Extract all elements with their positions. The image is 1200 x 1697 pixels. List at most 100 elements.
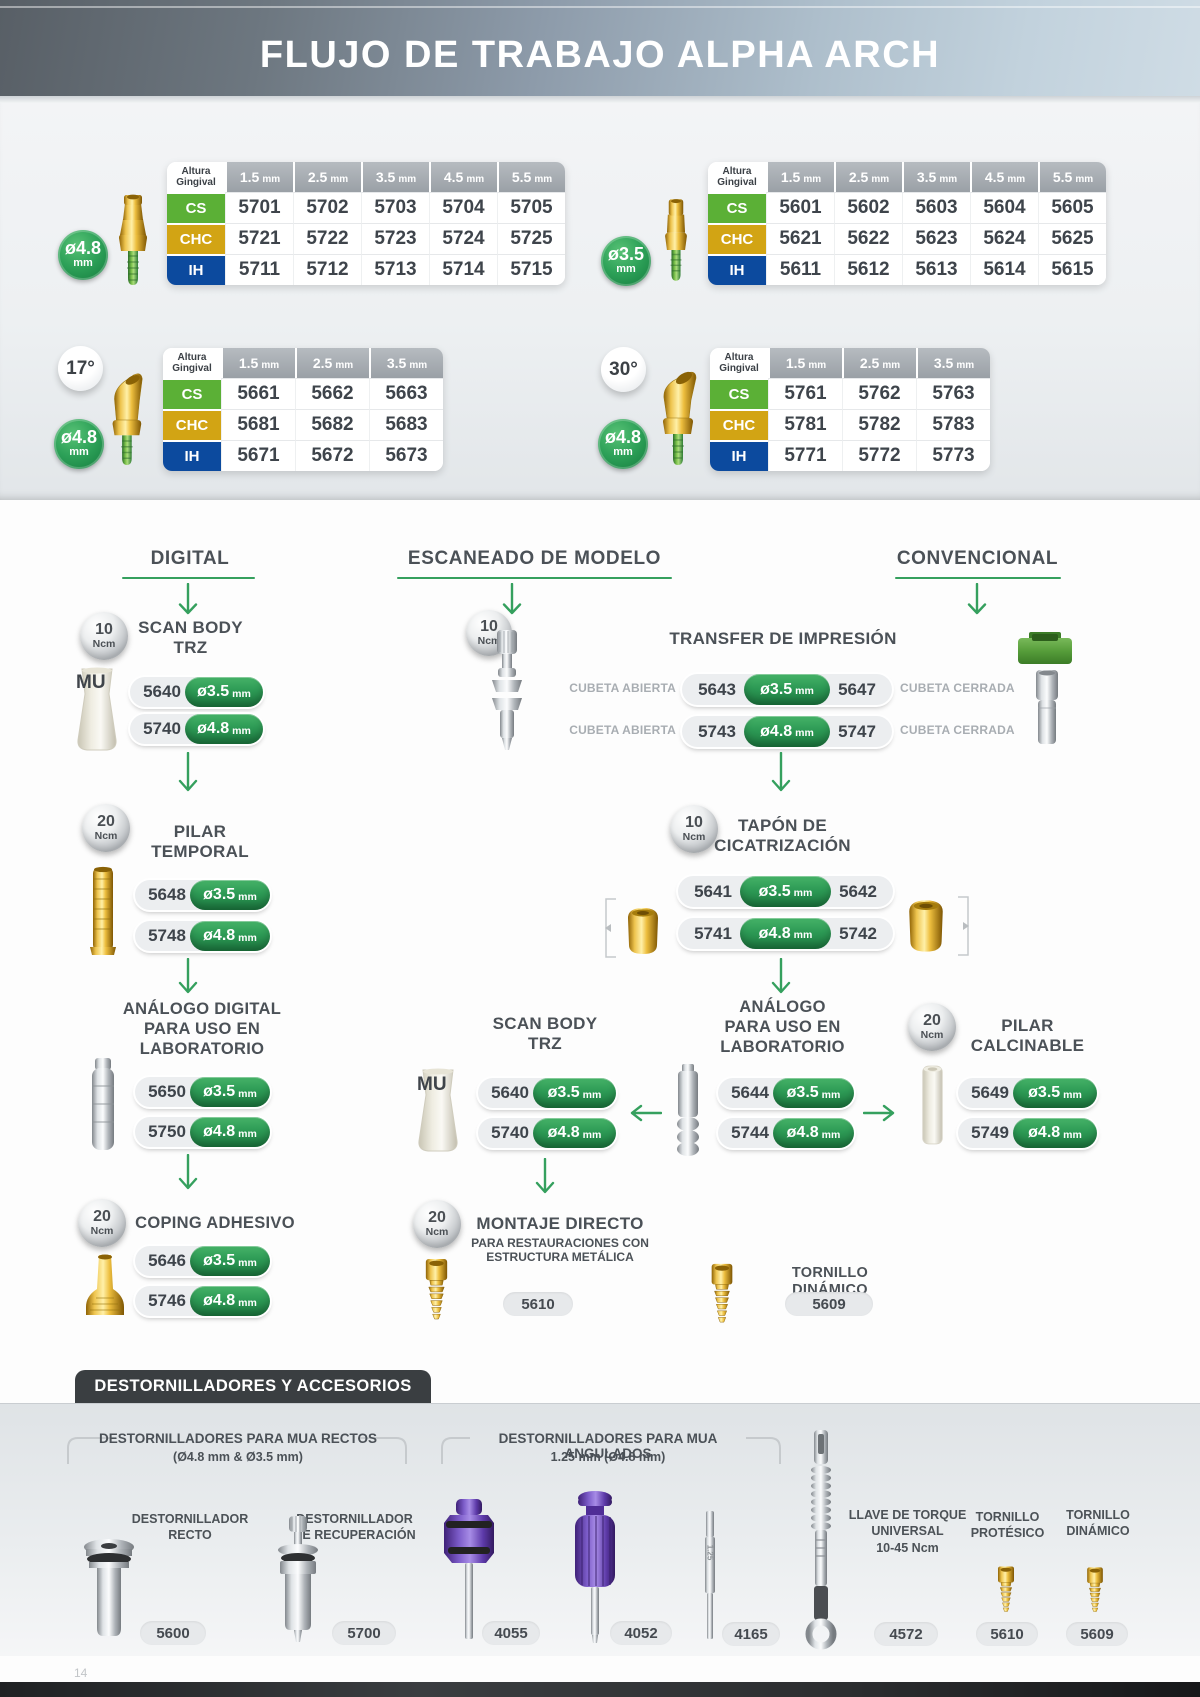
castable-abutment-icon — [922, 1065, 943, 1145]
montaje-subtitle: PARA RESTAURACIONES CON ESTRUCTURA METÁL… — [471, 1236, 649, 1264]
node-title-scan-body: SCAN BODY TRZ — [138, 618, 243, 658]
tool-name: LLAVE DE TORQUE UNIVERSAL 10-45 Ncm — [848, 1508, 967, 1555]
closed-tray-code: 5747 — [838, 721, 876, 741]
code-cell: 5721 — [225, 223, 293, 254]
code-cell: 5604 — [970, 192, 1038, 223]
diameter-tag: ø3.5 mm — [744, 674, 830, 705]
header: FLUJO DE TRABAJO ALPHA ARCH — [0, 0, 1200, 96]
gingival-height-corner: Altura Gingival — [708, 162, 766, 192]
column-header: 1.5 mm — [768, 348, 842, 378]
open-tray-code: 5743 — [698, 721, 736, 741]
gold-screw-icon — [998, 1566, 1014, 1612]
product-code-chip: 5609 — [1066, 1622, 1128, 1646]
code-cell: 5781 — [768, 409, 842, 440]
row-label: CS — [708, 192, 766, 223]
torque-badge: 20 Ncm — [908, 1003, 956, 1051]
code-cell: 5704 — [429, 192, 497, 223]
code-cell: 5615 — [1038, 254, 1106, 285]
group-angled-title: DESTORNILLADORES PARA MUA ANGULADOS — [498, 1431, 718, 1461]
node-title-coping: COPING ADHESIVO — [135, 1214, 295, 1232]
code-cell: 5661 — [221, 378, 295, 409]
code-cell: 5714 — [429, 254, 497, 285]
code-cell: 5681 — [221, 409, 295, 440]
node-title-analogo-digital: ANÁLOGO DIGITAL PARA USO EN LABORATORIO — [122, 1000, 282, 1058]
flow-arrow-down-icon — [178, 752, 198, 792]
code-cell: 5712 — [293, 254, 361, 285]
diameter-tag: ø4.8 mm — [185, 714, 263, 744]
diameter-tag: ø4.8 mm — [533, 1118, 616, 1148]
diameter-tag: ø4.8 mm — [773, 1118, 854, 1148]
angle-badge: 17° — [58, 346, 103, 391]
code-cell: 5702 — [293, 192, 361, 223]
diameter-tag: ø4.8 mm — [190, 1117, 270, 1147]
temporary-abutment-icon — [90, 866, 116, 955]
straight-abutment-icon — [665, 199, 687, 281]
column-header: 3.5 mm — [361, 162, 429, 192]
dimension-bracket — [958, 896, 969, 956]
branch-line — [397, 577, 672, 579]
transfer-pill: 5643 5647 ø3.5 mm — [682, 674, 892, 705]
column-header: 1.5 mm — [221, 348, 295, 378]
angled-driver-handle-icon — [575, 1491, 615, 1643]
code-cell: 5621 — [766, 223, 834, 254]
code-cell: 5682 — [295, 409, 369, 440]
angled-abutment-icon — [112, 373, 143, 465]
group-straight-title: DESTORNILLADORES PARA MUA RECTOS — [98, 1431, 377, 1446]
column-header: 5.5 mm — [497, 162, 565, 192]
tool-name: TORNILLO PROTÉSICO — [970, 1510, 1045, 1541]
torque-badge: 20 Ncm — [78, 1199, 126, 1247]
code-cell: 5705 — [497, 192, 565, 223]
code-cell: 5713 — [361, 254, 429, 285]
product-code-chip: 5610 — [976, 1622, 1038, 1646]
product-table-straight-35: Altura Gingival 1.5 mm 2.5 mm 3.5 mm 4.5 mm … — [708, 162, 1106, 285]
code-cell: 5605 — [1038, 192, 1106, 223]
node-title-analogo-lab: ANÁLOGO PARA USO EN LABORATORIO — [720, 998, 845, 1056]
gold-screw-icon — [711, 1263, 733, 1323]
product-pill: 5749 ø4.8 mm — [958, 1118, 1097, 1148]
closed-tray-label: CUBETA CERRADA — [900, 723, 1015, 737]
closed-tray-code: 5647 — [838, 679, 876, 699]
product-code: 5740 — [143, 719, 181, 738]
angled-abutment-icon — [663, 371, 697, 465]
node-title-pilar-temporal: PILAR TEMPORAL — [151, 822, 249, 862]
product-code: 5746 — [148, 1291, 186, 1310]
diameter-tag: ø3.5 mm — [773, 1078, 854, 1108]
open-tray-code: 5643 — [698, 679, 736, 699]
code-cell: 5673 — [369, 440, 443, 471]
product-code: 5640 — [143, 682, 181, 701]
transfer-pill: 5743 5747 ø4.8 mm — [682, 716, 892, 747]
product-table-17: Altura Gingival 1.5 mm 2.5 mm 3.5 mm CS 566… — [163, 348, 443, 471]
code-cell: 5773 — [916, 440, 990, 471]
torque-badge: 20 Ncm — [413, 1200, 461, 1248]
node-title-pilar-calcinable: PILAR CALCINABLE — [970, 1016, 1085, 1056]
thin-driver-icon — [705, 1511, 715, 1639]
diameter-tag: ø4.8 mm — [190, 921, 270, 951]
healing-cap-icon — [909, 900, 943, 952]
header-divider — [0, 96, 1200, 103]
product-code-chip: 5609 — [785, 1292, 873, 1316]
diameter-tag: ø4.8 mm — [1013, 1118, 1097, 1148]
open-tray-transfer-icon — [492, 630, 522, 750]
group-angled-subtitle: 1.25 mm (Ø4.8 mm) — [550, 1450, 666, 1464]
product-table-30: Altura Gingival 1.5 mm 2.5 mm 3.5 mm CS 576… — [710, 348, 990, 471]
flow-arrow-down-icon — [967, 583, 987, 615]
torque-wrench-icon — [805, 1430, 837, 1650]
product-code: 5749 — [971, 1123, 1009, 1142]
product-pill: 5746 ø4.8 mm — [135, 1286, 270, 1316]
node-title-montaje: MONTAJE DIRECTO — [476, 1214, 644, 1233]
diameter-tag: ø3.5 mm — [185, 677, 263, 707]
diameter-tag: ø3.5 mm — [740, 876, 831, 907]
product-pill: 5748 ø4.8 mm — [135, 921, 270, 951]
digital-analog-icon — [92, 1058, 114, 1150]
torque-badge: 20 Ncm — [82, 804, 130, 852]
product-code-chip: 4052 — [610, 1621, 672, 1645]
column-header: 2.5 mm — [295, 348, 369, 378]
diameter-tag: ø3.5 mm — [190, 1246, 270, 1276]
column-header: 3.5 mm — [369, 348, 443, 378]
gingival-height-corner: Altura Gingival — [710, 348, 768, 378]
flow-arrow-down-icon — [178, 1154, 198, 1190]
code-cell: 5723 — [361, 223, 429, 254]
flow-arrow-down-icon — [178, 958, 198, 994]
code-cell: 5771 — [768, 440, 842, 471]
product-code-chip: 5700 — [332, 1621, 396, 1645]
